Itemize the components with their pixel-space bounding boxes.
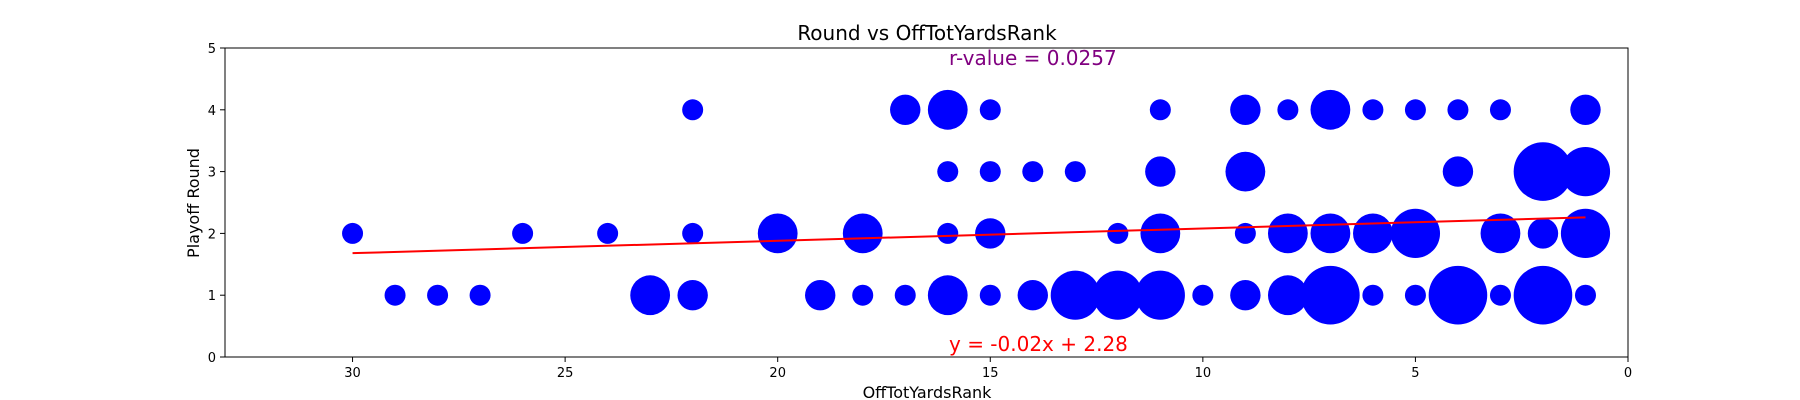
data-point <box>677 280 708 311</box>
x-axis-ticks: 30 25 20 15 10 5 0 <box>344 357 1632 381</box>
y-axis-ticks: 0 1 2 3 4 5 <box>208 42 225 366</box>
data-point <box>1404 99 1426 121</box>
data-point <box>852 284 874 306</box>
data-point <box>805 280 836 311</box>
data-point <box>1310 89 1351 130</box>
data-point <box>469 284 491 306</box>
x-tick-label: 20 <box>769 366 786 381</box>
data-point <box>927 89 968 130</box>
data-point <box>1489 99 1511 121</box>
data-point <box>384 284 406 306</box>
data-point <box>1107 222 1129 244</box>
data-point <box>890 94 921 126</box>
regression-line <box>352 216 1586 255</box>
data-point <box>1513 265 1573 325</box>
data-point <box>1513 142 1573 201</box>
data-point <box>1149 99 1171 121</box>
data-point <box>979 161 1001 183</box>
data-point <box>979 99 1001 121</box>
data-point <box>1225 151 1266 192</box>
data-point <box>1353 213 1393 254</box>
data-point <box>975 218 1006 249</box>
data-point <box>1050 270 1100 320</box>
x-tick-label: 10 <box>1195 366 1212 381</box>
data-point <box>1267 275 1308 316</box>
data-point <box>1570 94 1601 126</box>
data-point <box>1574 284 1596 306</box>
data-point <box>1362 284 1384 306</box>
data-point <box>1064 161 1086 183</box>
y-axis-label: Playoff Round <box>184 148 203 258</box>
data-point <box>1310 213 1351 254</box>
points-layer <box>342 89 1611 325</box>
data-point <box>1489 284 1511 306</box>
regression-layer <box>352 216 1586 255</box>
data-point <box>1560 208 1611 258</box>
y-tick-label: 0 <box>208 351 216 366</box>
data-point <box>1390 208 1441 258</box>
data-point <box>1447 99 1469 121</box>
data-point <box>1301 265 1360 325</box>
data-point <box>682 222 704 244</box>
data-point <box>1480 213 1521 254</box>
data-point <box>1145 156 1176 187</box>
data-point <box>1277 99 1299 121</box>
data-point <box>427 284 449 306</box>
y-tick-label: 5 <box>208 42 216 57</box>
x-tick-label: 25 <box>557 366 574 381</box>
r-value-annotation: r-value = 0.0257 <box>949 46 1117 70</box>
x-axis-label: OffTotYardsRank <box>863 383 993 400</box>
data-point <box>1428 265 1488 325</box>
data-point <box>512 222 534 244</box>
plot-frame <box>224 47 1629 358</box>
data-point <box>757 213 798 254</box>
data-point <box>1022 161 1044 183</box>
data-point <box>1135 270 1185 320</box>
y-tick-label: 1 <box>208 289 216 304</box>
data-point <box>842 213 883 254</box>
data-point <box>1362 99 1384 121</box>
data-point <box>1140 213 1181 254</box>
chart-title: Round vs OffTotYardsRank <box>797 21 1057 45</box>
x-tick-label: 15 <box>982 366 999 381</box>
y-tick-label: 2 <box>208 227 216 242</box>
data-point <box>1230 280 1261 311</box>
regression-equation-annotation: y = -0.02x + 2.28 <box>949 332 1128 356</box>
x-tick-label: 5 <box>1411 366 1419 381</box>
data-point <box>682 99 704 121</box>
x-tick-label: 30 <box>344 366 361 381</box>
data-point <box>1017 280 1048 311</box>
data-point <box>937 161 959 183</box>
data-point <box>894 284 916 306</box>
data-point <box>342 222 364 244</box>
y-tick-label: 3 <box>208 166 216 181</box>
data-point <box>630 275 671 316</box>
data-point <box>597 222 619 244</box>
data-point <box>1442 156 1474 187</box>
data-point <box>937 222 959 244</box>
data-point <box>927 275 968 316</box>
data-point <box>1404 284 1426 306</box>
data-point <box>1192 284 1214 306</box>
data-point <box>1560 147 1611 197</box>
data-point <box>979 284 1001 306</box>
data-point <box>1267 213 1308 254</box>
data-point <box>1527 218 1559 249</box>
data-point <box>1093 270 1143 320</box>
data-point <box>1230 94 1261 126</box>
x-tick-label: 0 <box>1624 366 1632 381</box>
y-tick-label: 4 <box>208 104 216 119</box>
